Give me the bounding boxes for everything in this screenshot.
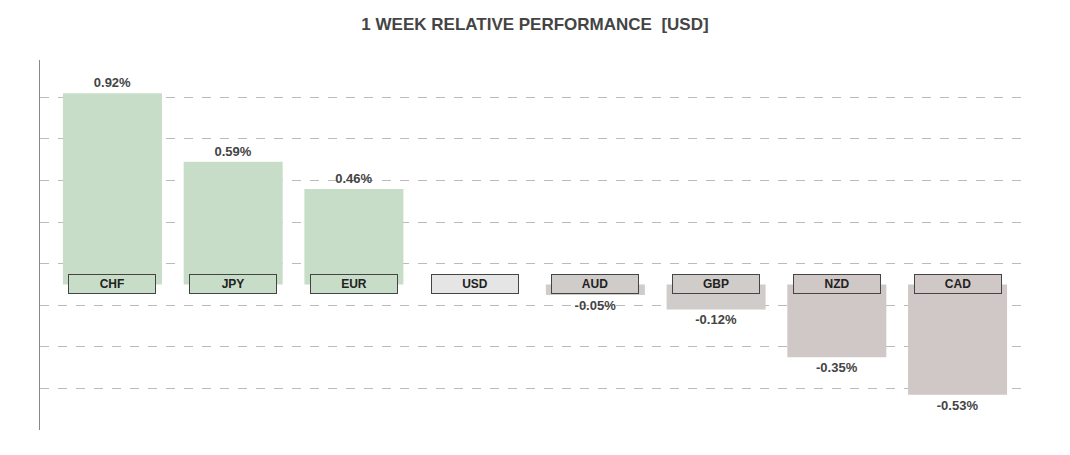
svg-text:-0.53%: -0.53%: [937, 398, 979, 413]
svg-text:USD: USD: [462, 277, 488, 291]
svg-text:1 WEEK RELATIVE PERFORMANCE [: 1 WEEK RELATIVE PERFORMANCE [USD]: [361, 15, 708, 34]
svg-text:NZD: NZD: [825, 277, 850, 291]
svg-text:0.92%: 0.92%: [94, 75, 131, 90]
svg-text:CAD: CAD: [945, 277, 971, 291]
svg-text:CHF: CHF: [100, 277, 125, 291]
svg-text:0.46%: 0.46%: [335, 171, 372, 186]
svg-text:JPY: JPY: [222, 277, 245, 291]
svg-text:-0.35%: -0.35%: [816, 360, 858, 375]
svg-text:AUD: AUD: [582, 277, 608, 291]
svg-text:0.59%: 0.59%: [215, 144, 252, 159]
svg-text:EUR: EUR: [341, 277, 367, 291]
svg-text:GBP: GBP: [703, 277, 729, 291]
svg-text:-0.12%: -0.12%: [695, 312, 737, 327]
svg-text:-0.05%: -0.05%: [575, 298, 617, 313]
